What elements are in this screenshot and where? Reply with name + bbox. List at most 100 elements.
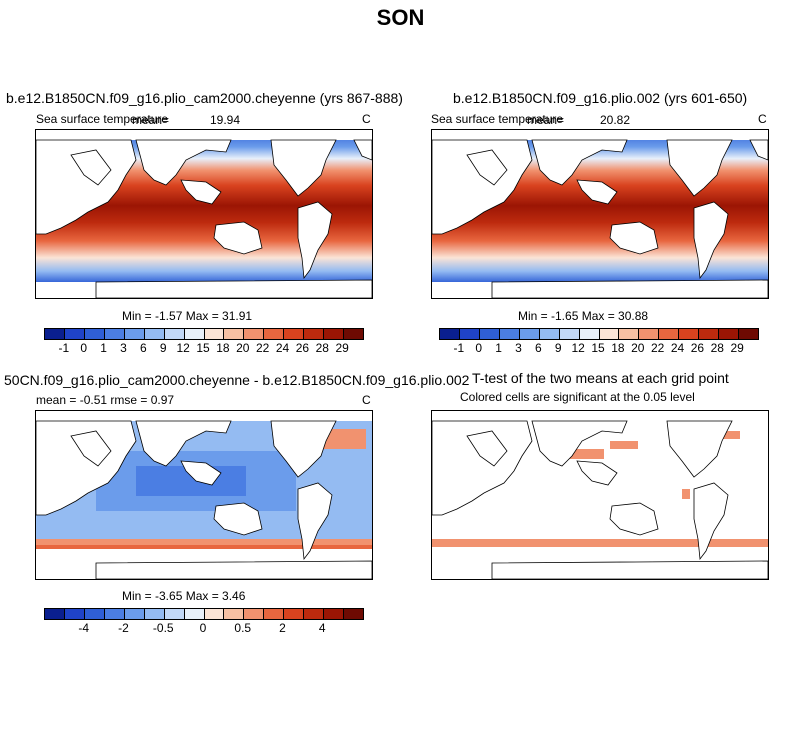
units-top-right: C	[758, 112, 767, 126]
colorbar-swatch	[224, 329, 245, 339]
colorbar-swatch	[619, 329, 640, 339]
colorbar-tick-label: 15	[196, 341, 210, 355]
colorbar-tick-label: 1	[100, 341, 107, 355]
map-top-right	[431, 129, 769, 299]
colorbar-swatch	[344, 609, 363, 619]
colorbar-top-right	[439, 328, 759, 340]
colorbar-tick-label: -2	[118, 621, 129, 635]
colorbar-tick-label: -4	[78, 621, 90, 635]
minmax-bottom-left: Min = -3.65 Max = 3.46	[122, 589, 246, 603]
colorbar-tick-label: 0	[80, 341, 88, 355]
colorbar-bottom-left	[44, 608, 364, 620]
colorbar-swatch	[45, 329, 65, 339]
colorbar-swatch	[45, 609, 65, 619]
colorbar-swatch	[539, 329, 560, 339]
mean-value-top-right: 20.82	[600, 113, 631, 127]
map-top-left	[35, 129, 373, 299]
colorbar-tick-label: 22	[650, 341, 665, 355]
colorbar-swatch	[479, 329, 500, 339]
colorbar-swatch	[244, 329, 265, 339]
colorbar-tick-label: 0.5	[234, 621, 252, 635]
colorbar-tick-label: 15	[591, 341, 605, 355]
continents-top-left	[36, 139, 372, 298]
figure-title: SON	[376, 5, 425, 30]
colorbar-ticks-bottom-left: -4 -2 -0.5 0 0.5 2 4	[44, 621, 362, 635]
colorbar-tick-label: 9	[159, 341, 167, 355]
colorbar-swatch	[559, 329, 580, 339]
variable-label-top-right: Sea surface temperature	[431, 112, 564, 126]
colorbar-tick-label: 9	[554, 341, 562, 355]
colorbar-swatch	[304, 329, 325, 339]
colorbar-swatch	[719, 329, 740, 339]
colorbar-tick-label: -1	[453, 341, 465, 355]
colorbar-tick-label: 28	[710, 341, 724, 355]
map-bottom-right	[431, 410, 769, 580]
colorbar-swatch	[164, 329, 185, 339]
stats-bottom-left: mean = -0.51 rmse = 0.97	[36, 393, 175, 407]
panel-subtitle-bottom-right: Colored cells are significant at the 0.0…	[460, 390, 695, 404]
colorbar-tick-label: 18	[611, 341, 625, 355]
colorbar-tick-label: 26	[295, 341, 310, 355]
colorbar-swatch	[244, 609, 265, 619]
colorbar-tick-label: 1	[495, 341, 502, 355]
continents-top-right	[432, 139, 768, 298]
colorbar-swatch	[284, 609, 305, 619]
colorbar-tick-label: 12	[571, 341, 585, 355]
sst-map-top-right-svg	[432, 130, 768, 298]
mean-label-top-right: mean=	[527, 113, 565, 127]
colorbar-swatch	[164, 609, 185, 619]
continents-bottom-right	[432, 420, 768, 579]
colorbar-tick-label: 20	[236, 341, 250, 355]
colorbar-swatch	[599, 329, 620, 339]
colorbar-ticks-top-right: -1 0 1 3 6 9 12 15 18 20 22 24 26 28 29	[439, 341, 757, 355]
colorbar-swatch	[144, 329, 165, 339]
panel-title-bottom-right: T-test of the two means at each grid poi…	[472, 370, 729, 386]
colorbar-swatch	[579, 329, 600, 339]
units-bottom-left: C	[362, 393, 371, 407]
colorbar-tick-label: 6	[535, 341, 542, 355]
colorbar-top-left	[44, 328, 364, 340]
colorbar-swatch	[64, 609, 85, 619]
colorbar-tick-label: 4	[318, 621, 326, 635]
colorbar-tick-label: -0.5	[152, 621, 174, 635]
colorbar-swatch	[204, 329, 225, 339]
colorbar-swatch	[304, 609, 325, 619]
colorbar-swatch	[264, 609, 285, 619]
colorbar-swatch	[184, 609, 205, 619]
colorbar-swatch	[344, 329, 363, 339]
variable-label-top-left: Sea surface temperature	[36, 112, 169, 126]
units-top-left: C	[362, 112, 371, 126]
colorbar-swatch	[184, 329, 205, 339]
colorbar-swatch	[204, 609, 225, 619]
colorbar-tick-label: 3	[120, 341, 127, 355]
colorbar-swatch	[64, 329, 85, 339]
colorbar-tick-label: 28	[315, 341, 329, 355]
colorbar-tick-label: 2	[279, 621, 286, 635]
colorbar-swatch	[144, 609, 165, 619]
colorbar-swatch	[284, 329, 305, 339]
colorbar-swatch	[84, 329, 105, 339]
map-bottom-left	[35, 410, 373, 580]
colorbar-tick-label: 18	[216, 341, 230, 355]
colorbar-swatch	[679, 329, 700, 339]
colorbar-tick-label: 12	[176, 341, 190, 355]
colorbar-tick-label: 3	[515, 341, 522, 355]
colorbar-swatch	[124, 329, 145, 339]
minmax-top-right: Min = -1.65 Max = 30.88	[518, 309, 649, 323]
mean-value-top-left: 19.94	[210, 113, 241, 127]
panel-title-top-left: b.e12.B1850CN.f09_g16.plio_cam2000.cheye…	[6, 90, 403, 106]
colorbar-swatch	[699, 329, 720, 339]
diff-map-bottom-left-svg	[36, 411, 372, 579]
colorbar-swatch	[104, 609, 125, 619]
colorbar-tick-label: 6	[140, 341, 147, 355]
continents-bottom-left	[36, 420, 372, 579]
colorbar-swatch	[84, 609, 105, 619]
colorbar-swatch	[519, 329, 540, 339]
colorbar-tick-label: 0	[199, 621, 207, 635]
ttest-map-bottom-right-svg	[432, 411, 768, 579]
colorbar-tick-label: 20	[631, 341, 645, 355]
colorbar-swatch	[499, 329, 520, 339]
panel-title-top-right: b.e12.B1850CN.f09_g16.plio.002 (yrs 601-…	[453, 90, 748, 106]
mean-label-top-left: mean=	[132, 113, 170, 127]
colorbar-swatch	[324, 329, 345, 339]
